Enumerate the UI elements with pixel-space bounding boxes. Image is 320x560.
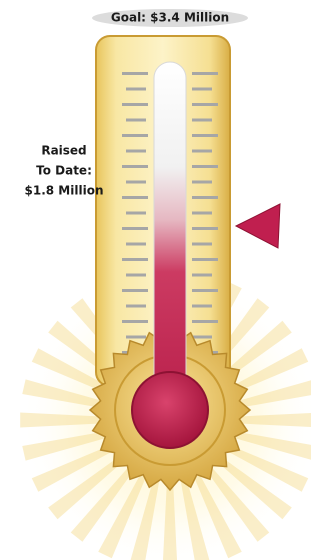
tick: [192, 165, 218, 168]
tick: [122, 134, 148, 137]
tick: [122, 103, 148, 106]
tick: [126, 88, 146, 91]
tick: [122, 72, 148, 75]
tick: [192, 243, 212, 246]
tick: [126, 243, 146, 246]
tick: [192, 181, 212, 184]
pointer: [236, 204, 280, 248]
tube: [154, 62, 186, 412]
tick: [192, 134, 218, 137]
tick: [122, 227, 148, 230]
tick: [126, 119, 146, 122]
raised-line: Raised: [41, 144, 86, 158]
tick: [122, 258, 148, 261]
tick: [192, 196, 218, 199]
tick: [126, 181, 146, 184]
tick: [192, 88, 212, 91]
tick: [122, 320, 148, 323]
tick: [122, 165, 148, 168]
tick: [192, 258, 218, 261]
tick: [192, 103, 218, 106]
tick: [126, 212, 146, 215]
tick: [192, 119, 212, 122]
thermometer-graphic: Goal: $3.4 Million Raised To Date: $1.8 …: [0, 0, 311, 560]
tick: [192, 289, 218, 292]
tick: [192, 320, 218, 323]
tick: [192, 227, 218, 230]
tick: [192, 305, 212, 308]
raised-line: To Date:: [36, 164, 92, 178]
tick: [192, 72, 218, 75]
tick: [192, 212, 212, 215]
tick: [126, 336, 146, 339]
tick: [126, 150, 146, 153]
tick: [126, 305, 146, 308]
page: {"goal": {"label": "Goal: $3.4 Million"}…: [0, 0, 320, 560]
tick: [192, 336, 212, 339]
tick: [192, 274, 212, 277]
tick: [126, 274, 146, 277]
raised-line: $1.8 Million: [25, 184, 104, 198]
tick: [122, 196, 148, 199]
tick: [192, 150, 212, 153]
bulb: [132, 372, 208, 448]
tick: [122, 289, 148, 292]
goal-label: Goal: $3.4 Million: [111, 11, 229, 25]
